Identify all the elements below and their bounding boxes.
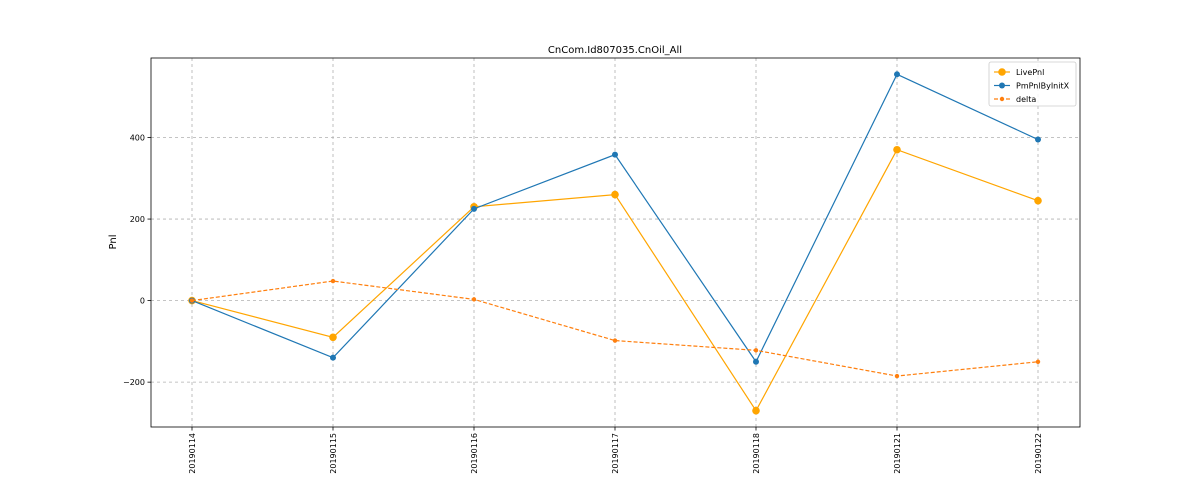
data-point-PmPnlByInitX <box>753 358 759 365</box>
data-point-delta <box>471 297 477 302</box>
data-point-LivePnl <box>611 190 619 199</box>
data-point-delta <box>189 298 195 303</box>
data-point-PmPnlByInitX <box>471 205 477 212</box>
data-point-PmPnlByInitX <box>330 354 336 361</box>
data-point-PmPnlByInitX <box>894 71 900 78</box>
y-axis-label: Pnl <box>108 235 119 250</box>
x-tick-label: 20190114 <box>188 433 197 474</box>
y-tick-label: 0 <box>140 297 145 306</box>
y-tick-label: 400 <box>130 134 145 143</box>
y-tick-label: −200 <box>123 378 145 387</box>
x-tick-label: 20190116 <box>470 433 479 474</box>
data-point-delta <box>330 278 336 284</box>
x-tick-label: 20190115 <box>329 433 338 474</box>
axes-layer: −200 0 200 400 20190114 20190115 20190116 20190… <box>123 57 1081 474</box>
x-tick-label: 20190121 <box>893 433 902 474</box>
data-point-LivePnl <box>1034 196 1042 205</box>
legend-label-delta: delta <box>1016 95 1036 104</box>
x-tick-label: 20190117 <box>611 433 620 474</box>
data-point-PmPnlByInitX <box>1035 136 1041 143</box>
data-point-delta <box>1035 359 1041 364</box>
x-tick-label: 20190122 <box>1034 433 1043 474</box>
legend-label-PmPnlByInitX: PmPnlByInitX <box>1016 82 1070 91</box>
y-tick-label: 200 <box>130 215 145 224</box>
chart-title: CnCom.Id807035.CnOil_All <box>548 45 682 56</box>
data-point-LivePnl <box>752 406 760 415</box>
legend-swatch-marker-LivePnl <box>998 68 1006 76</box>
x-tick-label: 20190118 <box>752 433 761 474</box>
legend-swatch-marker-delta <box>999 96 1005 102</box>
data-point-LivePnl <box>893 145 901 154</box>
data-point-delta <box>894 373 900 379</box>
legend-box <box>988 61 1077 107</box>
data-point-delta <box>753 348 759 353</box>
data-point-LivePnl <box>329 333 337 342</box>
grid-layer <box>151 58 1080 427</box>
plot-frame <box>150 57 1081 428</box>
data-point-PmPnlByInitX <box>612 151 618 158</box>
legend-label-LivePnl: LivePnl <box>1016 68 1044 77</box>
series-layer <box>188 71 1042 415</box>
legend: LivePnl PmPnlByInitX delta <box>988 61 1077 107</box>
data-point-delta <box>612 338 618 343</box>
legend-swatch-marker-PmPnlByInitX <box>999 82 1005 89</box>
